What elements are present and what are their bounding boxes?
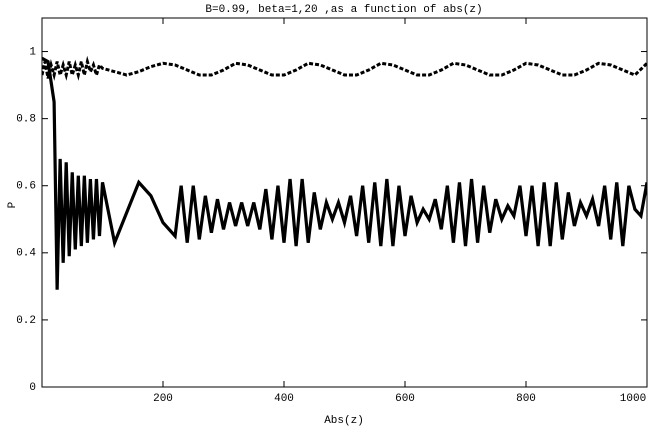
x-tick-label: 400 xyxy=(274,393,294,405)
y-axis-label: P xyxy=(7,201,19,208)
y-tick-label: 0.8 xyxy=(16,114,36,126)
x-tick-label: 1000 xyxy=(620,393,646,405)
y-tick-label: 0.2 xyxy=(16,315,36,327)
y-tick-label: 0 xyxy=(29,382,36,394)
y-tick-label: 0.4 xyxy=(16,248,36,260)
chart-title: B=0.99, beta=1,20 ,as a function of abs(… xyxy=(205,4,482,16)
data-line xyxy=(42,56,647,290)
x-axis-label: Abs(z) xyxy=(324,415,364,427)
y-tick-label: 0.6 xyxy=(16,181,36,193)
x-tick-label: 800 xyxy=(516,393,536,405)
data-line xyxy=(42,55,647,81)
x-tick-label: 600 xyxy=(395,393,415,405)
y-tick-label: 1 xyxy=(29,46,36,58)
plot-frame xyxy=(41,17,648,388)
x-tick-label: 200 xyxy=(153,393,173,405)
